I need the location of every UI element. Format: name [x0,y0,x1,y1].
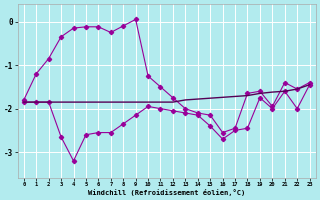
X-axis label: Windchill (Refroidissement éolien,°C): Windchill (Refroidissement éolien,°C) [88,189,245,196]
